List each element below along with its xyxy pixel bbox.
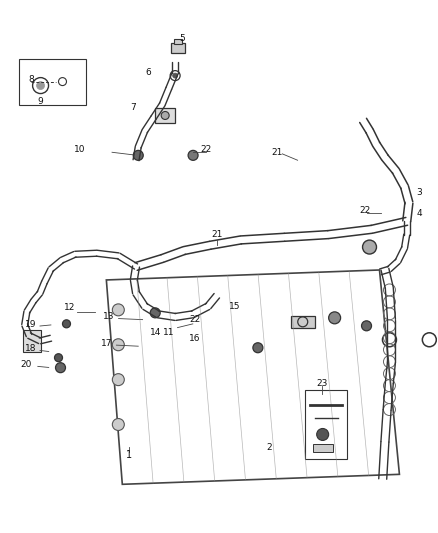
Circle shape bbox=[54, 354, 63, 362]
Text: 19: 19 bbox=[25, 320, 36, 329]
Circle shape bbox=[361, 321, 371, 331]
Text: 9: 9 bbox=[37, 98, 43, 106]
Circle shape bbox=[112, 339, 124, 351]
Bar bbox=[19, 59, 86, 104]
Bar bbox=[291, 316, 314, 328]
Text: 11: 11 bbox=[163, 328, 174, 337]
Text: 22: 22 bbox=[360, 206, 371, 215]
Text: 17: 17 bbox=[101, 339, 112, 348]
Text: 13: 13 bbox=[103, 312, 114, 321]
Circle shape bbox=[173, 73, 178, 78]
Bar bbox=[155, 108, 175, 124]
Text: 8: 8 bbox=[28, 75, 34, 84]
Text: 2: 2 bbox=[266, 442, 272, 451]
Circle shape bbox=[63, 320, 71, 328]
Text: 3: 3 bbox=[416, 188, 422, 197]
Text: 10: 10 bbox=[74, 145, 86, 154]
Text: 16: 16 bbox=[189, 334, 201, 343]
Circle shape bbox=[112, 304, 124, 316]
Circle shape bbox=[161, 111, 169, 119]
Circle shape bbox=[37, 82, 45, 90]
Circle shape bbox=[328, 312, 341, 324]
Circle shape bbox=[56, 362, 66, 373]
Circle shape bbox=[317, 429, 328, 440]
Text: 7: 7 bbox=[130, 103, 136, 111]
Circle shape bbox=[112, 418, 124, 431]
Text: 6: 6 bbox=[145, 68, 151, 77]
Text: 14: 14 bbox=[150, 328, 161, 337]
Bar bbox=[171, 43, 185, 53]
Circle shape bbox=[133, 150, 143, 160]
Bar bbox=[305, 390, 346, 459]
Text: 20: 20 bbox=[20, 360, 32, 369]
Text: 4: 4 bbox=[417, 209, 422, 218]
Bar bbox=[313, 445, 332, 453]
Circle shape bbox=[150, 308, 160, 318]
Text: 21: 21 bbox=[271, 148, 283, 157]
Text: 22: 22 bbox=[189, 315, 201, 324]
Circle shape bbox=[363, 240, 377, 254]
Text: 12: 12 bbox=[64, 303, 75, 312]
Circle shape bbox=[112, 374, 124, 385]
Text: 5: 5 bbox=[179, 34, 185, 43]
Text: 21: 21 bbox=[211, 230, 223, 239]
Circle shape bbox=[188, 150, 198, 160]
Text: 18: 18 bbox=[25, 344, 36, 353]
Text: 23: 23 bbox=[316, 379, 327, 388]
Circle shape bbox=[253, 343, 263, 353]
Text: 15: 15 bbox=[229, 302, 240, 311]
Text: 22: 22 bbox=[200, 145, 212, 154]
Bar bbox=[174, 39, 182, 44]
Text: 1: 1 bbox=[127, 450, 133, 460]
Bar bbox=[23, 330, 41, 352]
